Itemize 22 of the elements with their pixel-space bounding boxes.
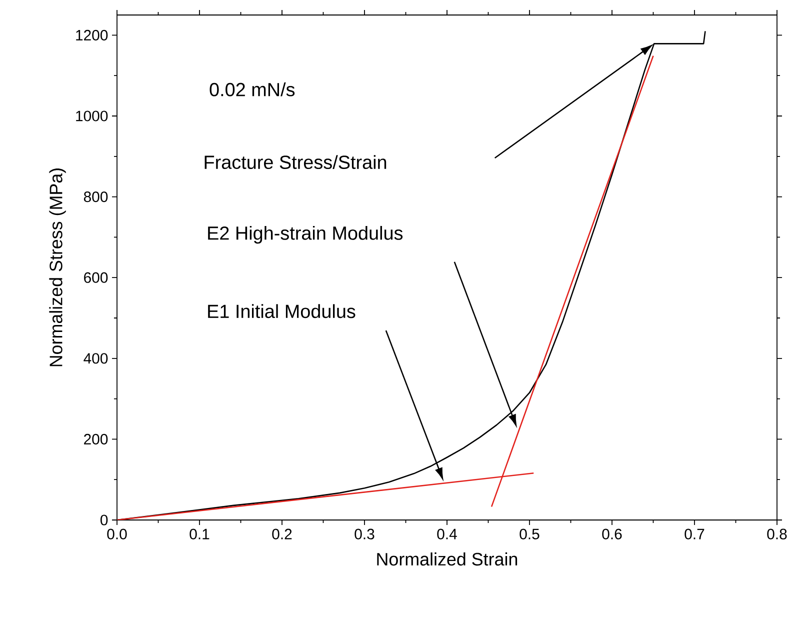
annotation: Fracture Stress/Strain xyxy=(204,155,386,170)
x-tick-label: 0.1 xyxy=(190,528,210,540)
annotation: E1 Initial Modulus xyxy=(208,304,356,318)
x-axis-title: Normalized Strain xyxy=(377,552,518,566)
y-axis-title: Normalized Stress (MPa) xyxy=(49,168,66,366)
x-tick-label: 0.7 xyxy=(684,528,704,540)
x-tick-label: 0.0 xyxy=(107,528,127,540)
x-tick-label: 0.4 xyxy=(437,528,457,540)
y-tick-label: 0 xyxy=(100,514,108,526)
x-tick-label: 0.8 xyxy=(767,528,787,540)
annotation: 0.02 mN/s xyxy=(210,82,295,96)
annotation: E2 High-strain Modulus xyxy=(208,226,403,244)
y-tick-label: 1200 xyxy=(76,30,108,40)
y-tick-label: 400 xyxy=(84,353,108,364)
x-tick-label: 0.5 xyxy=(520,528,540,540)
y-tick-label: 800 xyxy=(84,192,108,202)
y-tick-label: 600 xyxy=(84,272,108,283)
x-tick-label: 0.3 xyxy=(354,528,374,540)
x-tick-label: 0.2 xyxy=(272,528,292,540)
y-tick-label: 200 xyxy=(84,434,108,444)
y-tick-label: 1000 xyxy=(76,110,108,122)
x-tick-label: 0.6 xyxy=(602,528,622,540)
